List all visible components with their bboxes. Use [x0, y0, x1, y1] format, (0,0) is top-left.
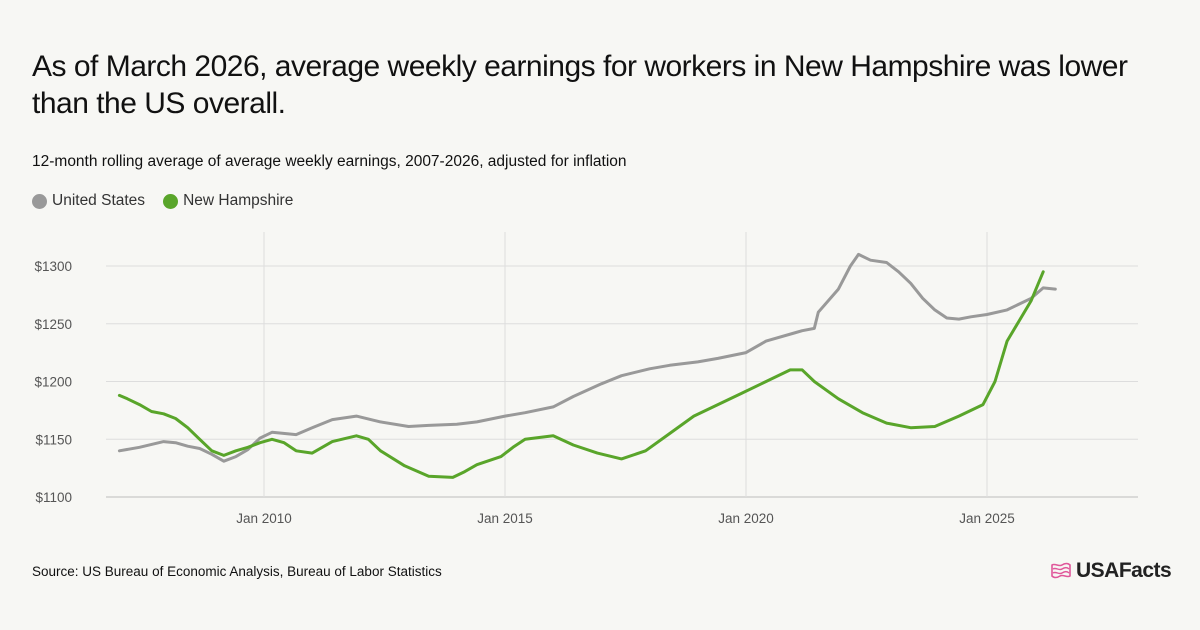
legend-label-us: United States: [52, 192, 146, 209]
chart-title: As of March 2026, average weekly earning…: [32, 50, 1128, 120]
us-map-flag-icon: [1051, 562, 1071, 579]
y-tick-label: $1100: [35, 490, 72, 505]
y-tick-label: $1200: [34, 375, 72, 390]
y-tick-label: $1250: [34, 317, 72, 332]
series-line-new-hampshire: [117, 270, 1045, 479]
logo-text: USAFacts: [1076, 559, 1172, 582]
legend-item-nh[interactable]: New Hampshire: [163, 192, 293, 210]
chart-subtitle: 12-month rolling average of average week…: [32, 153, 627, 170]
legend-item-us[interactable]: United States: [32, 192, 145, 210]
legend-swatch-nh: [163, 193, 179, 209]
x-tick-label: Jan 2010: [236, 511, 292, 526]
x-tick-label: Jan 2025: [959, 511, 1015, 526]
y-tick-label: $1150: [35, 432, 72, 447]
x-tick-label: Jan 2020: [718, 511, 774, 526]
x-tick-label: Jan 2015: [477, 511, 533, 526]
usafacts-logo[interactable]: USAFacts: [1050, 559, 1172, 583]
chart-legend: United States New Hampshire: [32, 192, 311, 210]
y-tick-label: $1300: [34, 259, 72, 274]
source-note: Source: US Bureau of Economic Analysis, …: [32, 564, 442, 579]
legend-label-nh: New Hampshire: [183, 192, 294, 209]
series-line-united-states: [117, 252, 1057, 463]
legend-swatch-us: [32, 193, 47, 209]
